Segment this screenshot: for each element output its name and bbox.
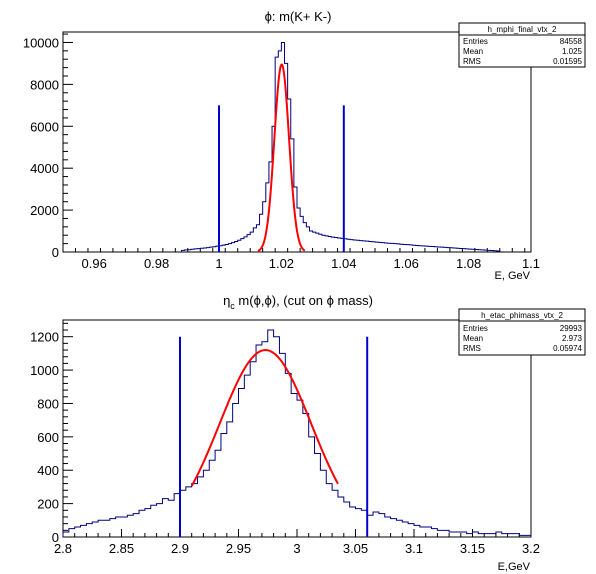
phi-histogram: [181, 41, 501, 252]
phi-stats-rms-label: RMS: [463, 57, 481, 66]
etac-x-tick-label: 3.05: [343, 541, 368, 556]
etac-y-tick-label: 1000: [30, 363, 59, 378]
phi-y-tick-label: 6000: [30, 119, 59, 134]
phi-stats-mean-value: 1.025: [562, 47, 583, 56]
etac-stats-entries-label: Entries: [463, 324, 488, 333]
phi-x-tick-label: 1.08: [456, 256, 481, 271]
etac-title-rest: m(ϕ,ϕ), (cut on ϕ mass): [235, 293, 373, 308]
etac-x-axis-label: E,GeV: [498, 561, 531, 573]
etac-x-tick-label: 3: [293, 541, 300, 556]
etac-panel-title: ηc m(ϕ,ϕ), (cut on ϕ mass): [223, 293, 373, 311]
etac-title-eta: η: [223, 293, 230, 308]
phi-stats-mean-label: Mean: [463, 47, 483, 56]
phi-stats-entries-label: Entries: [463, 37, 488, 46]
phi-x-axis-label: E, GeV: [495, 270, 531, 282]
phi-x-tick-label: 1.1: [522, 256, 540, 271]
etac-x-tick-label: 2.85: [109, 541, 134, 556]
phi-x-tick-label: 1.06: [394, 256, 419, 271]
etac-stats-name: h_etac_phimass_vtx_2: [481, 311, 563, 320]
etac-x-tick-label: 3.1: [405, 541, 423, 556]
etac-y-tick-label: 600: [37, 430, 59, 445]
etac-x-tick-label: 2.9: [171, 541, 189, 556]
etac-stats-entries-value: 29993: [560, 324, 583, 333]
etac-stats-rms-label: RMS: [463, 344, 481, 353]
phi-y-tick-label: 10000: [23, 35, 59, 50]
etac-x-tick-label: 3.15: [460, 541, 485, 556]
phi-y-tick-label: 2000: [30, 203, 59, 218]
etac-y-tick-label: 800: [37, 396, 59, 411]
phi-y-tick-label: 0: [52, 245, 59, 260]
phi-x-tick-label: 0.96: [82, 256, 107, 271]
etac-x-tick-label: 2.95: [226, 541, 251, 556]
etac-y-tick-label: 200: [37, 497, 59, 512]
etac-stats-mean-label: Mean: [463, 334, 483, 343]
phi-plot-frame: [62, 31, 532, 253]
etac-stats-box: h_etac_phimass_vtx_2 Entries 29993 Mean …: [458, 308, 586, 356]
etac-y-tick-label: 1200: [30, 330, 59, 345]
phi-x-tick-label: 1.04: [331, 256, 356, 271]
etac-title-subscript: c: [230, 301, 235, 311]
etac-x-tick-label: 2.8: [54, 541, 72, 556]
etac-mass-panel: ηc m(ϕ,ϕ), (cut on ϕ mass) E,GeV 2.8 2.85…: [30, 293, 586, 573]
phi-gaussian-fit-curve: [257, 63, 306, 252]
phi-stats-entries-value: 84558: [560, 37, 583, 46]
phi-y-tick-label: 8000: [30, 77, 59, 92]
phi-stats-rms-value: 0.01595: [553, 57, 582, 66]
phi-y-tick-label: 4000: [30, 161, 59, 176]
phi-x-tick-label: 1: [215, 256, 222, 271]
etac-x-tick-label: 3.2: [522, 541, 540, 556]
etac-y-tick-label: 0: [52, 530, 59, 545]
etac-stats-rms-value: 0.05974: [553, 344, 582, 353]
phi-x-tick-label: 1.02: [269, 256, 294, 271]
etac-histogram: [62, 329, 532, 537]
phi-panel-title: ϕ: m(K+ K-): [265, 9, 332, 24]
phi-x-tick-label: 0.98: [144, 256, 169, 271]
etac-y-tick-label: 400: [37, 463, 59, 478]
etac-stats-mean-value: 2.973: [562, 334, 583, 343]
etac-gaussian-fit-curve: [190, 349, 339, 487]
phi-mass-panel: ϕ: m(K+ K-) E, GeV 0.96 0.98 1 1.02 1.04 1.06…: [23, 9, 586, 282]
phi-stats-name: h_mphi_final_vtx_2: [488, 25, 557, 34]
phi-stats-box: h_mphi_final_vtx_2 Entries 84558 Mean 1.…: [458, 22, 586, 68]
